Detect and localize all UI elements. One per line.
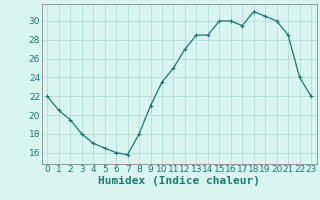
X-axis label: Humidex (Indice chaleur): Humidex (Indice chaleur)	[98, 176, 260, 186]
